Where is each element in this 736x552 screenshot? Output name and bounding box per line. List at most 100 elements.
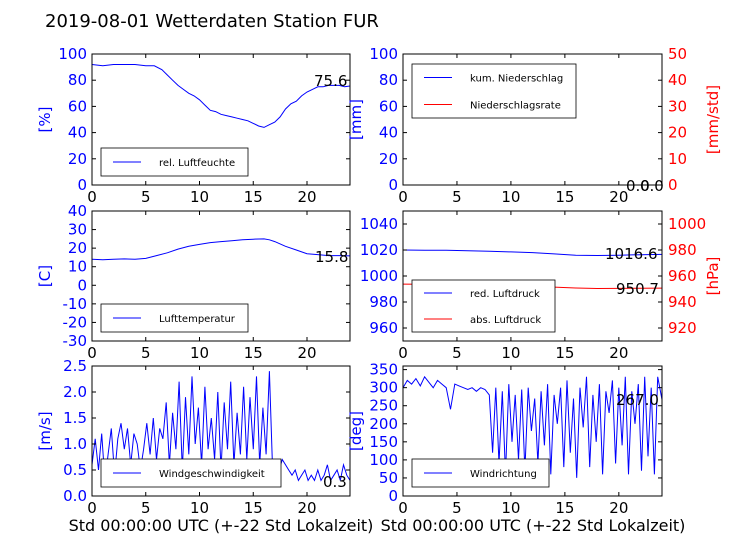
legend-label: Windgeschwindigkeit xyxy=(159,469,265,480)
y-axis-label: [%] xyxy=(36,107,54,133)
y-tick-label-right: 30 xyxy=(668,97,687,115)
y-tick-label: 100 xyxy=(369,45,398,63)
y-tick-label: 80 xyxy=(379,71,398,89)
legend-label: Niederschlagsrate xyxy=(470,101,561,112)
legend-label: Windrichtung xyxy=(470,469,537,480)
panel-winddirection: 0 5 10 15 20050100150200250300350[deg]Windri… xyxy=(347,361,663,517)
legend-box xyxy=(411,279,556,333)
x-tick-label: 10 xyxy=(190,188,209,206)
y-axis-label: [deg] xyxy=(347,411,365,451)
y-tick-label: 1040 xyxy=(360,215,398,233)
x-tick-label: 0 xyxy=(398,344,408,362)
legend-box xyxy=(411,63,577,119)
axes-frame xyxy=(91,365,351,497)
x-tick-label: 5 xyxy=(141,188,151,206)
x-tick-label: 10 xyxy=(501,344,520,362)
x-tick-label: 20 xyxy=(297,499,316,517)
y-tick-label: 30 xyxy=(68,221,87,239)
y-tick-label: 1020 xyxy=(360,241,398,259)
y-tick-label-right: 920 xyxy=(668,319,697,337)
x-axis-label-right: Std 00:00:00 UTC (+-22 Std Lokalzeit) xyxy=(381,516,686,535)
legend-label: red. Luftdruck xyxy=(470,289,540,300)
y-tick-label: 0 xyxy=(388,487,398,505)
y-axis-label: [C] xyxy=(36,265,54,287)
x-tick-label: 0 xyxy=(87,344,97,362)
x-tick-label: 5 xyxy=(452,344,462,362)
axes-frame xyxy=(402,365,663,497)
y-tick-label: 0 xyxy=(77,176,87,194)
value-annotation: 267.0 xyxy=(616,391,659,409)
value-annotation-right: 950.7 xyxy=(616,280,659,298)
y-tick-label: 980 xyxy=(369,293,398,311)
y-tick-label-right: 940 xyxy=(668,293,697,311)
figure-title: 2019-08-01 Wetterdaten Station FUR xyxy=(45,11,379,32)
y-tick-label: -30 xyxy=(63,332,88,350)
value-annotation: 0.3 xyxy=(323,473,347,491)
x-tick-label: 5 xyxy=(141,499,151,517)
x-tick-label: 20 xyxy=(609,344,628,362)
y-tick-label: 50 xyxy=(379,469,398,487)
series-line-temperature-0 xyxy=(91,238,351,261)
y-tick-label: 100 xyxy=(369,451,398,469)
x-tick-label: 10 xyxy=(190,499,209,517)
x-tick-label: 0 xyxy=(398,188,408,206)
x-tick-label: 5 xyxy=(452,188,462,206)
y-axis-label: [mm] xyxy=(347,99,365,140)
x-tick-label: 10 xyxy=(190,344,209,362)
y-tick-label: -20 xyxy=(63,313,88,331)
y-tick-label: 40 xyxy=(68,202,87,220)
y-tick-label-right: 40 xyxy=(668,71,687,89)
y-tick-label-right: 10 xyxy=(668,150,687,168)
y-tick-label: 200 xyxy=(369,415,398,433)
x-tick-label: 20 xyxy=(609,188,628,206)
panel-pressure: 0 5 10 15 20 960 980 1000 1020 1040 920 940 960 980 10… xyxy=(360,210,722,362)
y-tick-label-right: 0 xyxy=(668,176,678,194)
x-tick-label: 15 xyxy=(244,499,263,517)
x-tick-label: 0 xyxy=(398,499,408,517)
y-tick-label: 0 xyxy=(388,176,398,194)
y-axis-label-right: [hPa] xyxy=(704,257,722,296)
y-tick-label-right: 980 xyxy=(668,241,697,259)
panel-windspeed: 0 5 10 15 20 0.0 0.5 1.0 1.5 2.0 2.5 [m/s] Windgesch… xyxy=(36,357,351,517)
x-axis-label-left: Std 00:00:00 UTC (+-22 Std Lokalzeit) xyxy=(69,516,374,535)
x-tick-label: 20 xyxy=(609,499,628,517)
panel-temperature: 0 5 10 15 20-30-20-10010203040[C]Lufttempera… xyxy=(36,202,351,362)
y-tick-label: 250 xyxy=(369,397,398,415)
y-tick-label: 80 xyxy=(68,71,87,89)
series-line-pressure-0 xyxy=(402,249,663,257)
legend-label: rel. Luftfeuchte xyxy=(159,158,235,169)
y-axis-label-right: [mm/std] xyxy=(704,85,722,154)
y-tick-label-right: 50 xyxy=(668,45,687,63)
axes-frame xyxy=(91,210,351,342)
y-tick-label: 0.0 xyxy=(63,487,87,505)
y-tick-label: 1.5 xyxy=(63,409,87,427)
y-tick-label: 960 xyxy=(369,319,398,337)
y-tick-label: 0.5 xyxy=(63,461,87,479)
y-tick-label: 350 xyxy=(369,361,398,379)
legend-label: Lufttemperatur xyxy=(159,314,236,325)
value-annotation: 0.0 xyxy=(626,177,650,195)
x-tick-label: 5 xyxy=(141,344,151,362)
x-tick-label: 5 xyxy=(452,499,462,517)
value-annotation: 75.6 xyxy=(314,72,347,90)
y-tick-label: 60 xyxy=(68,97,87,115)
y-tick-label: 20 xyxy=(379,150,398,168)
y-tick-label: 2.0 xyxy=(63,383,87,401)
y-tick-label: 150 xyxy=(369,433,398,451)
axes-frame xyxy=(91,53,351,186)
x-tick-label: 15 xyxy=(555,188,574,206)
y-tick-label: 60 xyxy=(379,97,398,115)
panel-humidity: 0 5 10 15 20 0 20 40 60 80 100 [%] rel. Luftfeuchte 7… xyxy=(36,45,351,206)
y-tick-label: 40 xyxy=(68,124,87,142)
y-axis-label: [m/s] xyxy=(36,411,54,450)
y-tick-label: 20 xyxy=(68,150,87,168)
series-line-winddirection-0 xyxy=(402,375,663,478)
value-annotation: 1016.6 xyxy=(605,245,658,263)
y-tick-label: -10 xyxy=(63,295,88,313)
y-tick-label-right: 1000 xyxy=(668,215,706,233)
y-tick-label: 2.5 xyxy=(63,357,87,375)
x-tick-label: 10 xyxy=(501,188,520,206)
legend-label: kum. Niederschlag xyxy=(470,74,563,85)
x-tick-label: 10 xyxy=(501,499,520,517)
